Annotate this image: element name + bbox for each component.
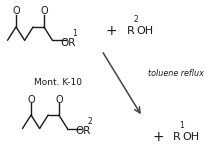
Text: O: O xyxy=(27,95,35,105)
Text: Mont. K-10: Mont. K-10 xyxy=(34,78,82,87)
Text: OH: OH xyxy=(136,26,153,36)
Text: 2: 2 xyxy=(87,117,92,126)
Text: 1: 1 xyxy=(72,29,77,38)
Text: O: O xyxy=(55,95,63,105)
Text: 2: 2 xyxy=(133,15,138,24)
Text: +: + xyxy=(153,130,164,144)
Text: OH: OH xyxy=(182,132,199,142)
Text: OR: OR xyxy=(75,126,90,136)
Text: 1: 1 xyxy=(179,121,184,130)
Text: +: + xyxy=(106,24,117,38)
Text: R: R xyxy=(127,26,135,36)
Text: O: O xyxy=(40,6,48,16)
Text: O: O xyxy=(12,6,20,16)
Text: R: R xyxy=(173,132,181,142)
Text: OR: OR xyxy=(60,38,75,48)
Text: toluene reflux: toluene reflux xyxy=(147,69,204,78)
